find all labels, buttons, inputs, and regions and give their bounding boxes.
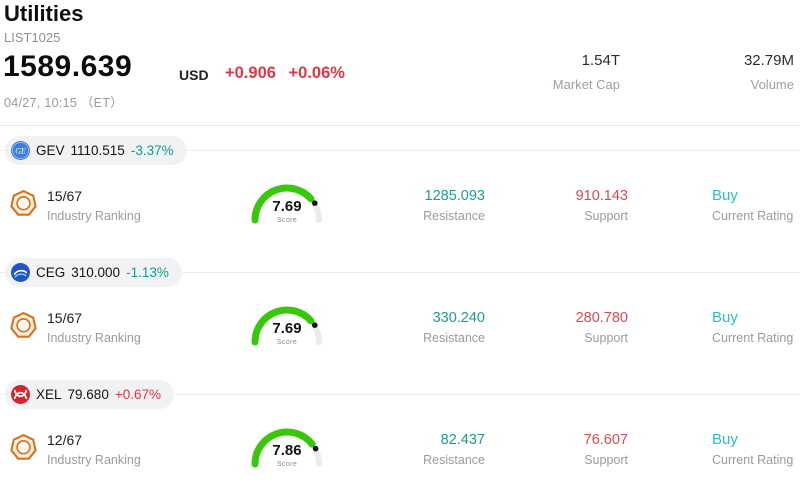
ranking-label: Industry Ranking — [47, 209, 141, 223]
current-rating-label: Current Rating — [712, 453, 794, 467]
gauge-arc — [242, 172, 332, 234]
ranking-label: Industry Ranking — [47, 331, 141, 345]
resistance-value: 82.437 — [440, 432, 485, 448]
gauge-score-label: Score — [276, 339, 298, 346]
resistance-label: Resistance — [423, 331, 485, 345]
support-column: 280.780 Support — [490, 310, 628, 345]
section-divider — [0, 150, 800, 151]
gauge-score-label: Score — [276, 217, 298, 224]
support-column: 910.143 Support — [490, 188, 628, 223]
score-gauge: 7.69 Score — [242, 172, 332, 234]
section-divider — [0, 394, 800, 395]
resistance-column: 330.240 Resistance — [345, 310, 485, 345]
score-gauge: 7.86 Score — [242, 416, 332, 478]
stock-pill-gev[interactable]: GE GEV 1110.515 -3.37% — [5, 136, 187, 165]
stock-ticker: CEG — [36, 265, 66, 280]
stock-pill-xel[interactable]: XEL 79.680 +0.67% — [5, 380, 174, 409]
market-cap-label: Market Cap — [552, 77, 620, 92]
ranking-text: 12/67 Industry Ranking — [47, 432, 141, 467]
ranking-text: 15/67 Industry Ranking — [47, 188, 141, 223]
volume-stat: 32.79M Volume — [744, 52, 794, 92]
stock-ticker: XEL — [36, 387, 62, 402]
market-cap-stat: 1.54T Market Cap — [553, 52, 620, 92]
resistance-label: Resistance — [423, 209, 485, 223]
support-label: Support — [584, 209, 628, 223]
support-value: 910.143 — [575, 188, 628, 204]
svg-text:GE: GE — [15, 146, 26, 155]
medal-icon — [10, 189, 37, 218]
rating-column: Buy Current Rating — [712, 187, 800, 224]
stock-row-ceg: CEG 310.000 -1.13% 15/67 Industry Rankin… — [0, 248, 800, 370]
resistance-column: 1285.093 Resistance — [345, 188, 485, 223]
volume-label: Volume — [750, 77, 794, 92]
industry-ranking: 15/67 Industry Ranking — [10, 188, 141, 223]
ranking-label: Industry Ranking — [47, 453, 141, 467]
score-gauge: 7.69 Score — [242, 294, 332, 356]
page-title: Utilities — [4, 1, 84, 26]
quote-timestamp: 04/27, 10:15 （ET） — [4, 96, 124, 110]
stock-pill-ceg[interactable]: CEG 310.000 -1.13% — [5, 258, 182, 287]
resistance-value: 1285.093 — [424, 188, 485, 204]
current-rating-label: Current Rating — [712, 209, 794, 223]
current-rating-label: Current Rating — [712, 331, 794, 345]
rating-column: Buy Current Rating — [712, 431, 800, 468]
gauge-score-label: Score — [276, 461, 298, 468]
stock-row-xel: XEL 79.680 +0.67% 12/67 Industry Ranking… — [0, 370, 800, 492]
gauge-score: 7.69 — [272, 320, 302, 337]
stock-price: 79.680 — [67, 387, 109, 402]
stock-ticker: GEV — [36, 143, 65, 158]
resistance-column: 82.437 Resistance — [345, 432, 485, 467]
support-value: 76.607 — [583, 432, 628, 448]
stock-price: 310.000 — [71, 265, 121, 280]
ranking-text: 15/67 Industry Ranking — [47, 310, 141, 345]
section-divider — [0, 272, 800, 273]
medal-icon — [10, 311, 37, 340]
currency-label: USD — [179, 67, 209, 83]
stock-change: +0.67% — [114, 387, 161, 402]
gauge-arc — [242, 294, 332, 356]
stock-row-gev: GE GEV 1110.515 -3.37% 15/67 Industry Ra… — [0, 126, 800, 248]
page-header: Utilities LIST1025 1589.639 USD +0.906 +… — [0, 0, 800, 125]
resistance-label: Resistance — [423, 453, 485, 467]
stock-price: 1110.515 — [70, 143, 125, 158]
buy-rating[interactable]: Buy — [712, 431, 738, 448]
support-label: Support — [584, 453, 628, 467]
volume-value: 32.79M — [743, 52, 794, 69]
gev-logo-icon: GE — [11, 141, 30, 160]
header-divider — [0, 125, 800, 126]
support-label: Support — [584, 331, 628, 345]
medal-icon — [10, 433, 37, 462]
gauge-score: 7.86 — [272, 442, 302, 459]
buy-rating[interactable]: Buy — [712, 309, 738, 326]
market-cap-value: 1.54T — [581, 52, 620, 69]
support-column: 76.607 Support — [490, 432, 628, 467]
support-value: 280.780 — [575, 310, 628, 326]
ranking-value: 15/67 — [47, 188, 83, 204]
industry-ranking: 12/67 Industry Ranking — [10, 432, 141, 467]
resistance-value: 330.240 — [432, 310, 485, 326]
rating-column: Buy Current Rating — [712, 309, 800, 346]
index-change: +0.906 +0.06% — [225, 64, 345, 82]
stock-change: -1.13% — [126, 265, 169, 280]
stock-change: -3.37% — [130, 143, 174, 158]
ranking-value: 15/67 — [47, 310, 83, 326]
ceg-logo-icon — [11, 263, 30, 282]
xel-logo-icon — [11, 385, 30, 404]
ranking-value: 12/67 — [47, 432, 83, 448]
index-price: 1589.639 — [3, 50, 133, 83]
gauge-arc — [242, 416, 332, 478]
buy-rating[interactable]: Buy — [712, 187, 738, 204]
gauge-score: 7.69 — [272, 198, 302, 215]
industry-ranking: 15/67 Industry Ranking — [10, 310, 141, 345]
list-id: LIST1025 — [4, 30, 61, 45]
